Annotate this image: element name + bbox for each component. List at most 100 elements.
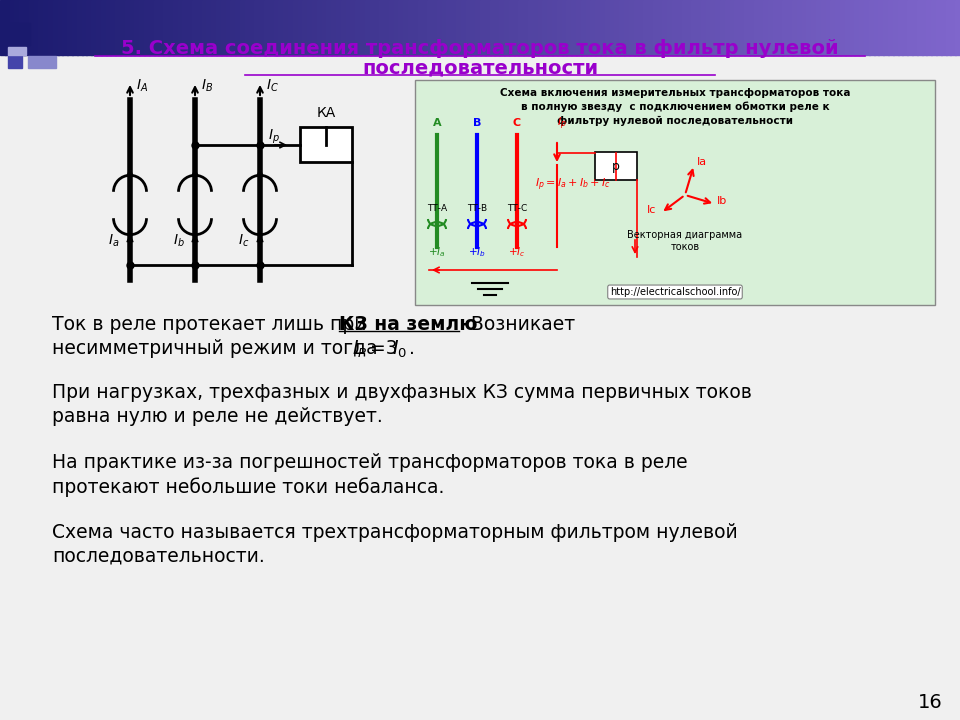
Bar [528, 0, 534, 55]
Bar [336, 0, 342, 55]
Bar [24, 0, 30, 55]
Bar [154, 0, 159, 55]
Text: последовательности: последовательности [362, 58, 598, 78]
Bar [250, 0, 255, 55]
Text: =3: =3 [370, 339, 397, 358]
Bar [38, 0, 44, 55]
Text: $I_C$: $I_C$ [266, 78, 278, 94]
Text: $\mathit{I_0}$: $\mathit{I_0}$ [392, 339, 407, 360]
Bar [322, 0, 327, 55]
Bar [490, 0, 495, 55]
Bar [82, 0, 87, 55]
Bar [456, 0, 462, 55]
Bar [667, 0, 673, 55]
Bar [379, 0, 385, 55]
Bar [29, 0, 35, 55]
Bar [739, 0, 745, 55]
Text: $I_A$: $I_A$ [136, 78, 148, 94]
Text: Ia: Ia [697, 157, 708, 167]
Bar [34, 0, 39, 55]
Bar [422, 0, 428, 55]
Text: ТТ-С: ТТ-С [507, 204, 527, 213]
Bar [926, 0, 932, 55]
Bar [427, 0, 433, 55]
Bar [509, 0, 515, 55]
Bar [259, 0, 265, 55]
Bar [806, 0, 812, 55]
Bar [811, 0, 817, 55]
Bar [331, 0, 337, 55]
Bar [182, 0, 188, 55]
Bar [475, 0, 481, 55]
Bar [274, 0, 279, 55]
Bar [187, 0, 193, 55]
Bar [0, 0, 6, 55]
Bar [878, 0, 884, 55]
Bar [413, 0, 419, 55]
Bar [754, 0, 759, 55]
Text: в полную звезду  с подключением обмотки реле к: в полную звезду с подключением обмотки р… [520, 102, 829, 112]
Bar [437, 0, 443, 55]
Text: $I_p$: $I_p$ [268, 128, 280, 146]
Bar [586, 0, 591, 55]
Bar [394, 0, 399, 55]
Bar [86, 0, 92, 55]
Bar [293, 0, 299, 55]
Text: +$I_a$: +$I_a$ [428, 245, 445, 258]
Text: Ic: Ic [647, 205, 657, 215]
Bar [802, 0, 807, 55]
Bar [91, 0, 97, 55]
Bar [96, 0, 102, 55]
Bar [110, 0, 116, 55]
Bar [254, 0, 260, 55]
Bar [931, 0, 937, 55]
Bar [696, 0, 702, 55]
Bar [845, 0, 851, 55]
Bar [432, 0, 438, 55]
Bar [461, 0, 467, 55]
Bar [826, 0, 831, 55]
Bar [653, 0, 659, 55]
Text: $I_p=I_a+I_b+I_c$: $I_p=I_a+I_b+I_c$ [535, 176, 611, 193]
Bar [792, 0, 798, 55]
Bar [168, 0, 174, 55]
Text: $I_p$: $I_p$ [557, 115, 566, 132]
Bar [504, 0, 510, 55]
Bar [610, 0, 615, 55]
Bar [720, 0, 726, 55]
Bar [384, 0, 390, 55]
Text: $I_B$: $I_B$ [201, 78, 213, 94]
Bar [888, 0, 894, 55]
Bar [662, 0, 668, 55]
Bar [715, 0, 721, 55]
Bar [192, 0, 198, 55]
Text: ТТ-В: ТТ-В [467, 204, 487, 213]
Bar [235, 0, 241, 55]
Bar [499, 0, 505, 55]
Bar [317, 0, 323, 55]
Bar [418, 0, 423, 55]
Bar [58, 0, 63, 55]
Bar [53, 0, 59, 55]
Bar [634, 0, 639, 55]
Bar [485, 0, 491, 55]
Text: http://electricalschool.info/: http://electricalschool.info/ [610, 287, 740, 297]
Text: несимметричный режим и тогда: несимметричный режим и тогда [52, 339, 384, 358]
Bar [370, 0, 375, 55]
Text: фильтру нулевой последовательности: фильтру нулевой последовательности [557, 116, 793, 126]
Bar [514, 0, 519, 55]
Text: 16: 16 [918, 693, 943, 711]
Bar [850, 0, 855, 55]
Bar [197, 0, 203, 55]
Bar [240, 0, 246, 55]
Bar [542, 0, 548, 55]
Bar [869, 0, 875, 55]
Text: р: р [612, 160, 620, 173]
Text: Схема включения измерительных трансформаторов тока: Схема включения измерительных трансформа… [500, 88, 851, 98]
Bar [283, 0, 289, 55]
Bar [106, 0, 111, 55]
Bar [854, 0, 860, 55]
Bar [840, 0, 846, 55]
Bar [288, 0, 294, 55]
Bar [173, 0, 179, 55]
